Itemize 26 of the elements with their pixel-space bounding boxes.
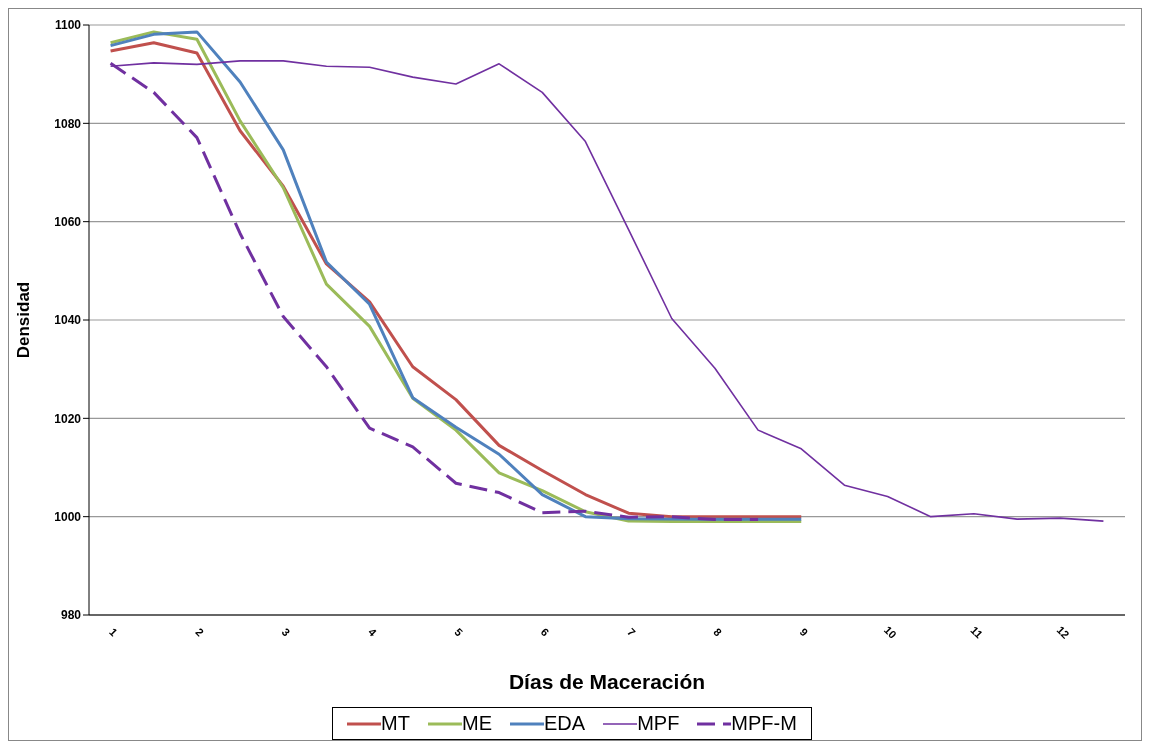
legend-label: MPF [637,712,680,735]
x-tick-label: 8 [711,625,725,639]
x-tick-label: 6 [538,625,552,639]
x-tick-label: 2 [193,625,207,639]
x-tick-label: 9 [797,625,811,639]
legend-label: EDA [544,712,586,735]
x-tick-label: 10 [881,623,899,641]
x-tick-label: 5 [452,625,466,639]
legend-label: MPF-M [731,712,797,735]
x-tick-label: 1 [107,625,120,639]
y-tick-label: 1020 [54,411,82,426]
x-axis-title: Días de Maceración [508,670,706,693]
y-axis-title: Densidad [14,281,34,359]
legend-label: ME [462,712,492,735]
y-tick-label: 1080 [54,116,82,131]
y-tick-label: 1100 [54,18,82,33]
x-tick-label: 11 [968,623,986,641]
x-tick-label: 12 [1054,623,1072,641]
x-tick-label: 7 [625,625,638,639]
x-tick-label: 3 [279,625,293,639]
legend-label: MT [381,712,410,735]
y-tick-label: 1040 [54,313,82,328]
y-tick-label: 1000 [54,509,82,524]
y-tick-label: 980 [60,608,82,623]
y-tick-label: 1060 [54,214,82,229]
x-tick-label: 4 [366,625,380,640]
